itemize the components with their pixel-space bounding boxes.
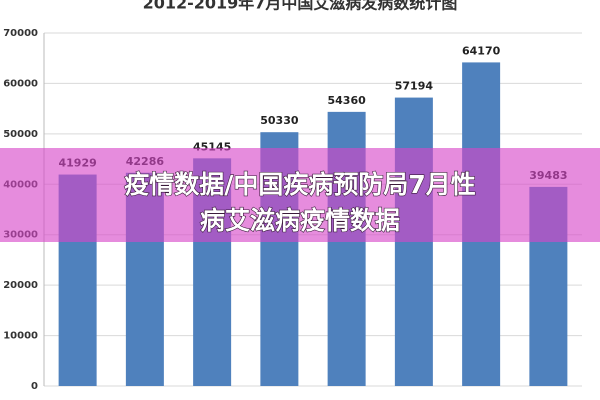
overlay-text: 疫情数据/中国疾病预防局7月性 <box>124 170 476 199</box>
value-label: 54360 <box>327 94 366 107</box>
y-tick-label: 70000 <box>3 28 38 39</box>
value-label: 64170 <box>462 44 501 57</box>
overlay-band <box>0 148 600 242</box>
overlay-text: 病艾滋病疫情数据 <box>200 206 400 235</box>
y-tick-label: 50000 <box>3 129 38 140</box>
value-label: 50330 <box>260 114 299 127</box>
value-label: 57194 <box>395 80 434 93</box>
y-tick-label: 10000 <box>3 331 38 342</box>
y-tick-label: 60000 <box>3 78 38 89</box>
chart-title: 2012-2019年7月中国艾滋病发病数统计图 <box>143 0 458 13</box>
y-tick-label: 0 <box>31 381 38 392</box>
y-tick-label: 20000 <box>3 280 38 291</box>
